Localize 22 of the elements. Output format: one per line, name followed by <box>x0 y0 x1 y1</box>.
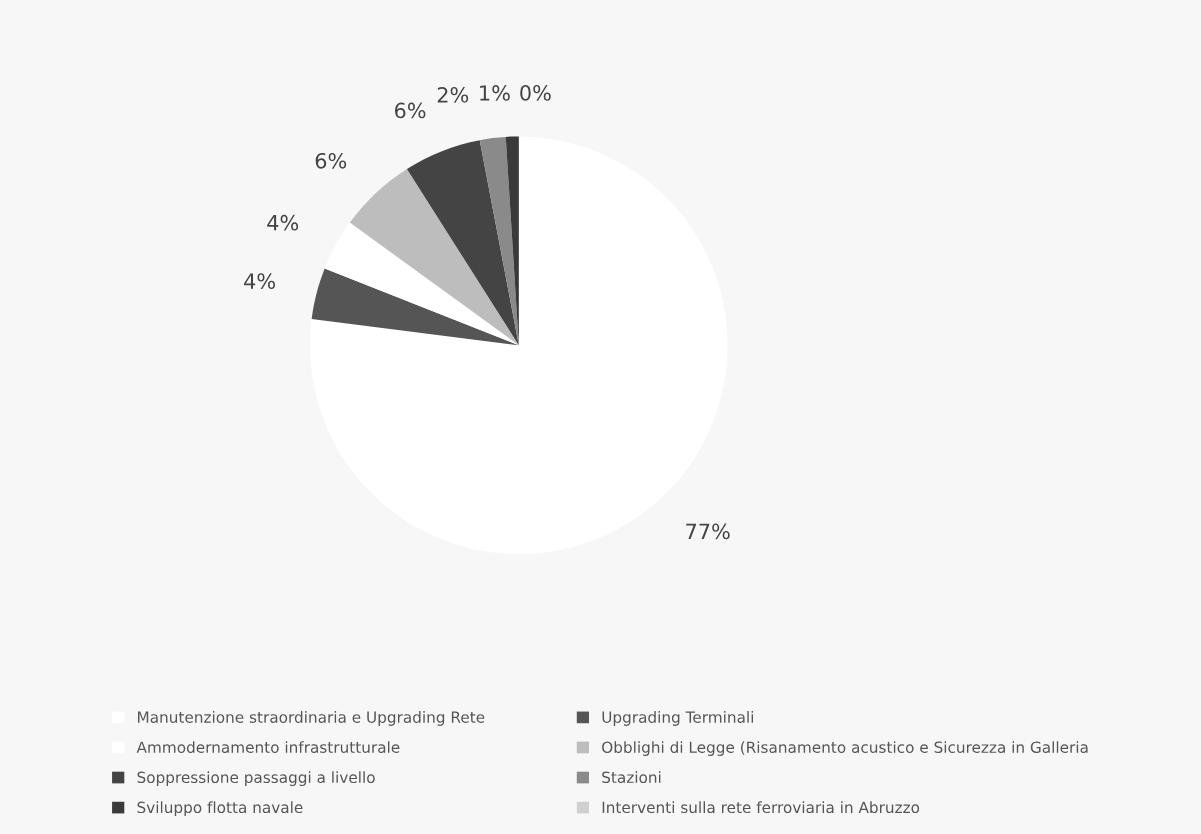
data-label: 6% <box>395 102 426 119</box>
legend-label: Sviluppo flotta navale <box>137 801 303 817</box>
data-label: 4% <box>267 214 299 231</box>
pie-slice <box>406 140 519 346</box>
data-label: 2% <box>437 86 469 103</box>
data-label: 77% <box>686 523 730 540</box>
pie-slice <box>479 136 519 346</box>
legend-label: Obblighi di Legge (Risanamento acustico e Sicurezza in Galleria <box>602 741 1088 756</box>
legend-label: Stazioni <box>602 771 661 784</box>
pie-slice <box>324 222 519 346</box>
data-label: 6% <box>315 152 347 169</box>
data-label: 4% <box>244 273 275 290</box>
legend-label: Interventi sulla rete ferroviaria in Abruzzo <box>602 801 920 814</box>
pie-slice <box>310 136 728 555</box>
pie-slice <box>349 168 519 346</box>
legend-label: Soppressione passaggi a livello <box>137 771 375 787</box>
legend-label: Ammodernamento infrastrutturale <box>136 741 400 753</box>
legend-label: Upgrading Terminali <box>602 711 753 726</box>
legend-label: Manutenzione straordinaria e Upgrading Rete <box>138 711 485 726</box>
pie-slice <box>311 268 519 346</box>
data-label: 1% <box>480 85 510 101</box>
text: 0% <box>520 84 551 101</box>
